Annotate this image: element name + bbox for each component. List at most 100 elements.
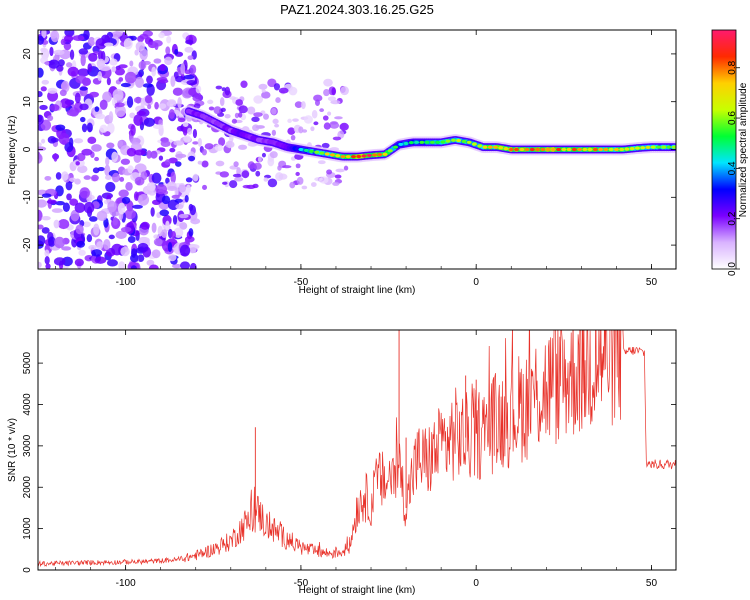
spectrogram-cell: [229, 96, 237, 100]
spectrogram-cell: [48, 236, 56, 247]
spectrogram-cell: [88, 216, 98, 222]
spectrogram-cell: [310, 126, 315, 132]
spectrogram-cell: [201, 148, 207, 156]
spectrogram-cell: [111, 66, 117, 73]
spectrogram-cell: [86, 234, 93, 243]
spectrogram-cell: [67, 66, 79, 77]
spectrogram-cell: [408, 141, 414, 145]
spectrogram-cell: [46, 199, 57, 204]
spectrogram-cell: [261, 152, 266, 158]
spectrogram-cell: [492, 145, 498, 149]
spectrogram-cell: [81, 123, 88, 133]
spectrogram-cell: [146, 259, 155, 266]
spectrogram-cell: [78, 48, 89, 55]
spectrogram-cell: [219, 97, 225, 106]
spectrogram-cell: [94, 156, 100, 162]
spectrogram-cell: [106, 122, 115, 134]
spectrogram-cell: [222, 181, 228, 185]
spectrogram-cell: [398, 142, 404, 147]
spectrogram-cell: [319, 151, 325, 155]
spectrogram-cell: [89, 91, 99, 98]
spectrogram-cell: [645, 145, 651, 149]
spectrogram-cell: [366, 153, 372, 158]
y-tick-label: 20: [22, 48, 33, 60]
spectrogram-cell: [183, 135, 192, 143]
spectrogram-cell: [134, 176, 145, 186]
spectrogram-cell: [38, 35, 45, 45]
spectrogram-cell: [195, 85, 202, 94]
spectrogram-cell: [519, 147, 525, 152]
spectrogram-cell: [124, 208, 136, 220]
spectrogram-cell: [323, 122, 331, 130]
spectrogram-cell: [139, 48, 148, 61]
spectrogram-cell: [289, 181, 296, 189]
spectrogram-cell: [169, 147, 176, 153]
spectrogram-cell: [87, 36, 96, 47]
spectrogram-cell: [165, 220, 170, 231]
spectrogram-cell: [111, 172, 120, 183]
spectrogram-cell: [177, 117, 186, 123]
spectrogram-cell: [179, 222, 188, 230]
spectrogram-cell: [121, 196, 131, 204]
spectrogram-cell: [275, 97, 281, 104]
spectrogram-cell: [118, 189, 129, 198]
spectrogram-cell: [214, 144, 224, 152]
spectrogram-cell: [158, 103, 167, 109]
snr-line: [38, 330, 676, 568]
spectrogram-cell: [74, 92, 81, 104]
spectrogram-cell: [184, 69, 192, 75]
spectrogram-cell: [313, 121, 319, 126]
spectrogram-cell: [302, 129, 308, 133]
spectrogram-cell: [185, 177, 193, 183]
spectrogram-cell: [137, 242, 149, 253]
spectrogram-cell: [327, 111, 332, 116]
spectrogram-cell: [241, 170, 250, 179]
spectrogram-frame: [37, 29, 677, 270]
spectrogram-cell: [524, 147, 530, 152]
spectrogram-cell: [613, 147, 619, 152]
spectrogram-cell: [661, 145, 667, 149]
spectrogram-cell: [83, 201, 95, 214]
spectrogram-cell: [178, 184, 187, 193]
spectrogram-cell: [50, 137, 59, 143]
spectrogram-cell: [294, 101, 303, 109]
spectrogram-cell: [69, 49, 75, 60]
spectrogram-cell: [487, 145, 493, 149]
spectrogram-cell: [160, 140, 171, 148]
spectrogram-cell: [132, 204, 143, 209]
spectrogram-cell: [38, 224, 44, 230]
spectrogram-cell: [322, 115, 329, 121]
spectrogram-cell: [535, 147, 541, 152]
spectrogram-cell: [556, 147, 562, 152]
spectrogram-cell: [161, 229, 168, 238]
spectrogram-cell: [282, 165, 292, 169]
spectrogram-cell: [136, 110, 146, 116]
spectrogram-cell: [105, 156, 110, 166]
spectrogram-cell: [197, 137, 202, 147]
spectrogram-cell: [134, 149, 147, 156]
spectrogram-cell: [278, 173, 288, 180]
spectrogram-cell: [130, 124, 136, 136]
y-tick-label: 10: [22, 96, 33, 108]
spectrogram-cell: [296, 176, 304, 185]
spectrogram-cell: [218, 137, 226, 147]
spectrogram-cell: [204, 143, 214, 150]
spectrogram-cell: [240, 80, 248, 88]
y-tick-label: 4000: [22, 393, 33, 416]
spectrogram-cell: [38, 199, 47, 208]
spectrogram-cell: [154, 101, 159, 110]
spectrogram-cell: [133, 114, 143, 126]
spectrogram-cell: [69, 198, 79, 206]
spectrogram-cell: [114, 105, 126, 118]
spectrogram-cell: [393, 145, 399, 149]
y-tick-label: -10: [22, 190, 33, 205]
spectrogram-cell: [97, 71, 103, 82]
spectrogram-cell: [629, 147, 635, 151]
spectrogram-cell: [335, 168, 345, 173]
spectrogram-cell: [80, 116, 86, 123]
spectrogram-cell: [180, 261, 191, 269]
y-tick-label: 0: [22, 146, 33, 152]
spectrogram-cell: [164, 56, 173, 66]
spectrogram-cell: [93, 223, 100, 236]
